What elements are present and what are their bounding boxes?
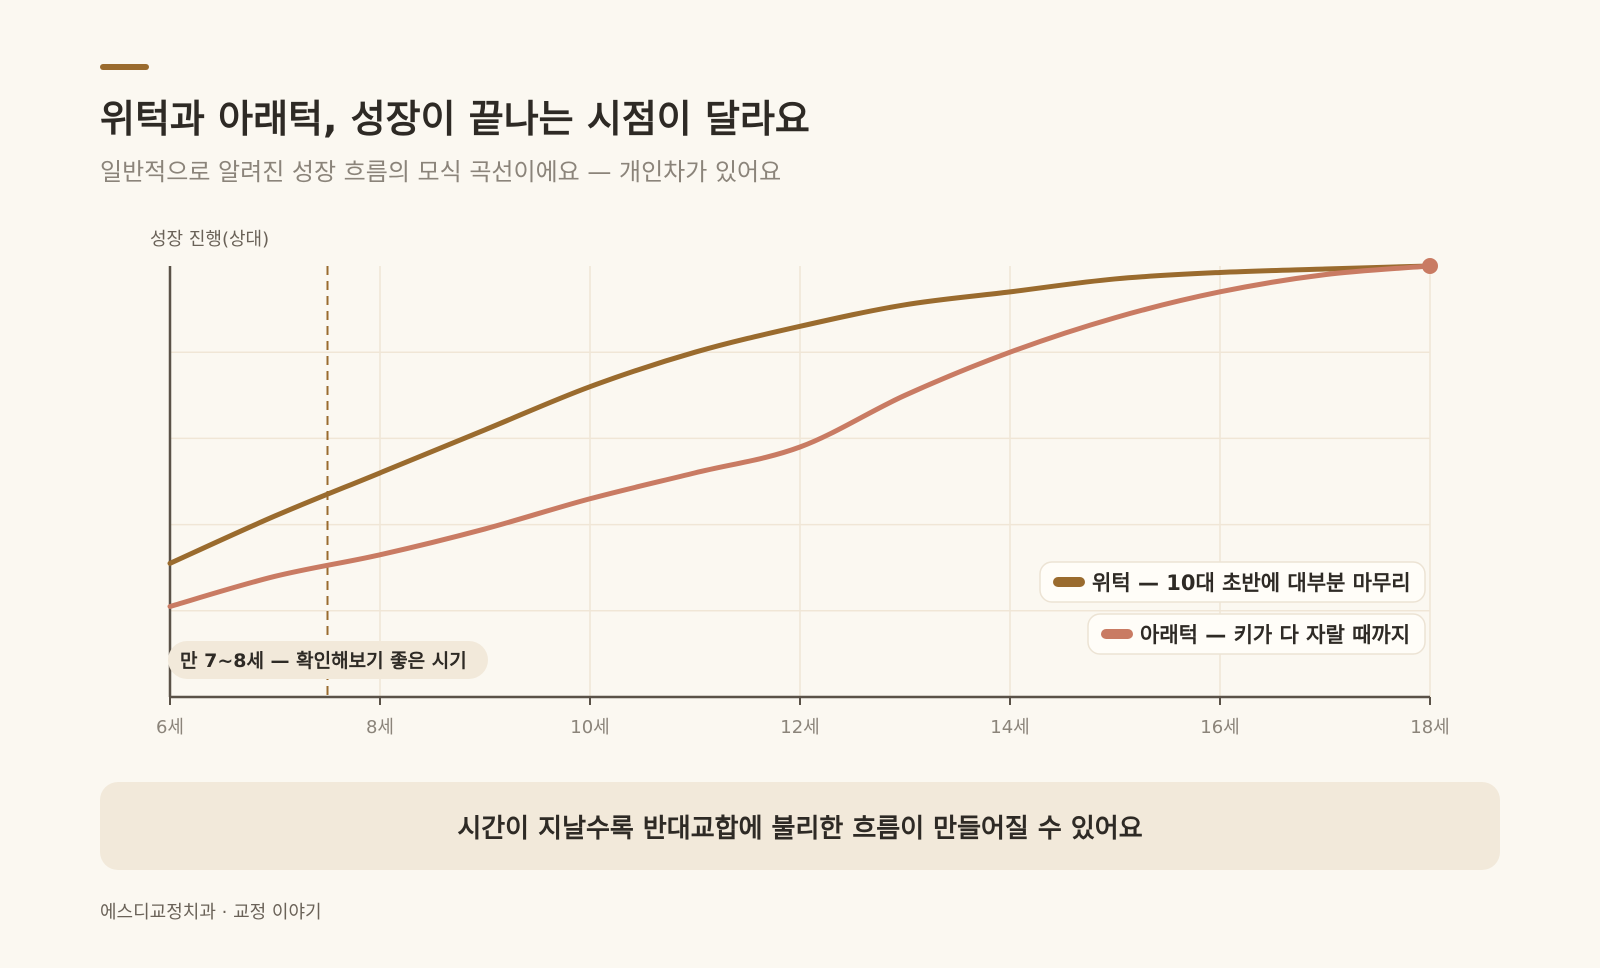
legend-label: 위턱 — 10대 초반에 대부분 마무리 — [1092, 571, 1411, 595]
y-axis-label: 성장 진행(상대) — [150, 229, 269, 250]
reference-note-text: 만 7~8세 — 확인해보기 좋은 시기 — [180, 649, 467, 672]
growth-line-chart: 성장 진행(상대) 6세 8세 10세 12세 14세 16세 18세 만 7~8세 — 확인… — [150, 229, 1450, 738]
x-tick-label: 18세 — [1410, 717, 1449, 738]
x-tick-label: 6세 — [156, 717, 184, 738]
x-tick-label: 10세 — [570, 717, 609, 738]
x-tick-label: 12세 — [780, 717, 819, 738]
legend-item-box — [1039, 561, 1426, 603]
reference-note-pill — [168, 641, 488, 679]
endpoint-marker — [1422, 258, 1438, 274]
legend-item-box — [1087, 613, 1426, 655]
x-tick-label: 14세 — [990, 717, 1029, 738]
legend-label: 아래턱 — 키가 다 자랄 때까지 — [1140, 623, 1410, 647]
page-subtitle: 일반적으로 알려진 성장 흐름의 모식 곡선이에요 — 개인차가 있어요 — [100, 158, 782, 186]
conclusion-box: 시간이 지날수록 반대교합에 불리한 흐름이 만들어질 수 있어요 — [100, 782, 1500, 870]
conclusion-text: 시간이 지날수록 반대교합에 불리한 흐름이 만들어질 수 있어요 — [457, 813, 1143, 844]
title-accent-bar — [100, 64, 149, 70]
page-title: 위턱과 아래턱, 성장이 끝나는 시점이 달라요 — [100, 97, 810, 141]
x-tick-label: 8세 — [366, 717, 394, 738]
footer-credit: 에스디교정치과 · 교정 이야기 — [100, 902, 322, 923]
upper-jaw-growth-line — [167, 263, 1433, 566]
lower-jaw-growth-line — [167, 263, 1433, 609]
x-tick-label: 16세 — [1200, 717, 1239, 738]
